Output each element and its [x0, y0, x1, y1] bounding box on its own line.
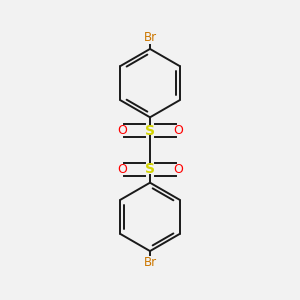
Text: S: S [145, 162, 155, 176]
Text: O: O [117, 163, 127, 176]
Text: O: O [173, 163, 183, 176]
Text: O: O [173, 124, 183, 137]
Text: Br: Br [143, 256, 157, 269]
Text: S: S [145, 124, 155, 138]
Text: Br: Br [143, 31, 157, 44]
Text: O: O [117, 124, 127, 137]
